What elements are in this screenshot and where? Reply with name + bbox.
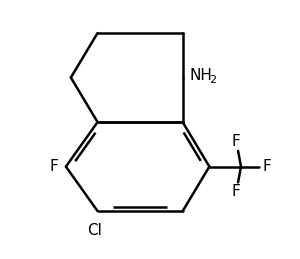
Text: F: F xyxy=(232,184,240,199)
Text: F: F xyxy=(49,159,58,174)
Text: NH: NH xyxy=(190,68,212,83)
Text: 2: 2 xyxy=(209,75,217,84)
Text: F: F xyxy=(232,134,240,149)
Text: F: F xyxy=(263,159,272,174)
Text: Cl: Cl xyxy=(87,223,102,238)
